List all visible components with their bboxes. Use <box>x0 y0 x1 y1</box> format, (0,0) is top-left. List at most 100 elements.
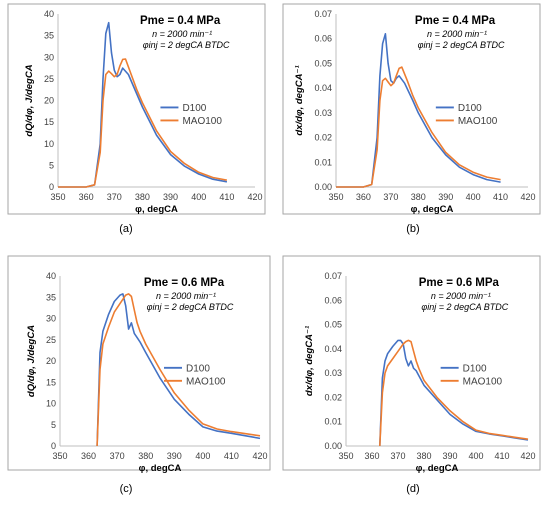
annotation-pme: Pme = 0.4 MPa <box>415 15 496 27</box>
y-tick-label: 0.06 <box>314 34 332 44</box>
annotation-pme: Pme = 0.6 MPa <box>419 277 500 289</box>
series-line-mao100 <box>96 293 261 447</box>
x-tick-label: 420 <box>252 451 267 461</box>
series-line-mao100 <box>379 339 529 447</box>
x-tick-label: 380 <box>411 192 426 202</box>
y-tick-label: 20 <box>44 96 54 106</box>
x-tick-label: 400 <box>191 192 206 202</box>
y-tick-label: 10 <box>44 139 54 149</box>
x-tick-label: 390 <box>163 192 178 202</box>
x-tick-label: 410 <box>494 451 509 461</box>
x-tick-label: 380 <box>135 192 150 202</box>
x-tick-label: 400 <box>468 451 483 461</box>
panel-label: (d) <box>406 483 419 495</box>
y-tick-label: 0.05 <box>324 320 342 330</box>
x-tick-label: 400 <box>195 451 210 461</box>
y-tick-label: 5 <box>51 420 56 430</box>
x-tick-label: 390 <box>442 451 457 461</box>
legend-entry: D100 <box>182 103 206 114</box>
chart-frame <box>7 255 271 471</box>
x-tick-label: 380 <box>138 451 153 461</box>
y-tick-label: 20 <box>46 356 56 366</box>
y-tick-label: 0.01 <box>314 157 332 167</box>
y-tick-label: 0 <box>51 441 56 451</box>
y-tick-label: 0.07 <box>324 271 342 281</box>
x-tick-label: 420 <box>520 192 535 202</box>
x-tick-label: 410 <box>219 192 234 202</box>
y-tick-label: 0.05 <box>314 58 332 68</box>
series-line-mao100 <box>336 66 501 188</box>
x-tick-label: 350 <box>328 192 343 202</box>
y-axis-label: dx/dφ, degCA⁻¹ <box>294 65 305 136</box>
x-tick-label: 390 <box>167 451 182 461</box>
y-axis-label: dQ/dφ, J/degCA <box>26 325 37 397</box>
y-tick-label: 35 <box>46 292 56 302</box>
y-tick-label: 0.03 <box>314 108 332 118</box>
x-axis-label: φ, degCA <box>135 204 178 215</box>
y-tick-label: 0.00 <box>324 441 342 451</box>
y-tick-label: 0.02 <box>314 133 332 143</box>
annotation-speed: n = 2000 min⁻¹ <box>156 291 216 301</box>
y-tick-label: 0.00 <box>314 182 332 192</box>
annotation-pme: Pme = 0.4 MPa <box>140 15 221 27</box>
x-tick-label: 370 <box>107 192 122 202</box>
y-tick-label: 0.06 <box>324 295 342 305</box>
chart-panel-a: 350 360 370 380 390 400 410 420 0 5 10 15 20 25 30 35 40… <box>7 3 266 215</box>
series-line-d100 <box>96 293 261 447</box>
x-tick-label: 420 <box>520 451 535 461</box>
y-axis-label: dQ/dφ, J/degCA <box>24 64 35 136</box>
y-tick-label: 30 <box>44 52 54 62</box>
annotation-injection: φinj = 2 degCA BTDC <box>143 40 230 50</box>
panel-label: (a) <box>119 223 132 235</box>
annotation-injection: φinj = 2 degCA BTDC <box>421 302 508 312</box>
legend-entry: D100 <box>186 363 210 374</box>
x-tick-label: 410 <box>224 451 239 461</box>
legend-entry: D100 <box>463 363 487 374</box>
x-tick-label: 370 <box>383 192 398 202</box>
annotation-speed: n = 2000 min⁻¹ <box>152 29 212 39</box>
legend-entry: MAO100 <box>182 116 222 127</box>
y-tick-label: 0.07 <box>314 9 332 19</box>
x-tick-label: 360 <box>79 192 94 202</box>
y-tick-label: 30 <box>46 314 56 324</box>
panel-label: (c) <box>120 483 133 495</box>
x-axis-label: φ, degCA <box>416 463 459 474</box>
y-tick-label: 25 <box>44 74 54 84</box>
y-tick-label: 0.01 <box>324 417 342 427</box>
y-tick-label: 0.04 <box>324 344 342 354</box>
x-axis-label: φ, degCA <box>139 463 182 474</box>
x-tick-label: 390 <box>438 192 453 202</box>
y-tick-label: 0.04 <box>314 83 332 93</box>
y-tick-label: 15 <box>46 377 56 387</box>
x-tick-label: 360 <box>356 192 371 202</box>
y-tick-label: 35 <box>44 31 54 41</box>
x-tick-label: 350 <box>50 192 65 202</box>
series-line-d100 <box>336 33 501 188</box>
x-axis-label: φ, degCA <box>411 204 454 215</box>
annotation-pme: Pme = 0.6 MPa <box>144 277 225 289</box>
y-tick-label: 0 <box>49 182 54 192</box>
y-tick-label: 40 <box>44 9 54 19</box>
chart-panel-c: 350 360 370 380 390 400 410 420 0 5 10 15 20 25 30 35 40… <box>7 255 271 474</box>
annotation-injection: φinj = 2 degCA BTDC <box>147 302 234 312</box>
y-tick-label: 25 <box>46 335 56 345</box>
x-tick-label: 400 <box>466 192 481 202</box>
annotation-speed: n = 2000 min⁻¹ <box>431 291 491 301</box>
x-tick-label: 360 <box>81 451 96 461</box>
series-line-mao100 <box>58 58 228 188</box>
x-tick-label: 360 <box>364 451 379 461</box>
chart-panel-d: 350 360 370 380 390 400 410 420 0.00 0.01 0.02 0.03… <box>282 255 541 474</box>
x-tick-label: 350 <box>338 451 353 461</box>
x-tick-label: 350 <box>52 451 67 461</box>
y-tick-label: 40 <box>46 271 56 281</box>
x-tick-label: 380 <box>416 451 431 461</box>
y-tick-label: 10 <box>46 399 56 409</box>
x-tick-label: 420 <box>247 192 262 202</box>
x-tick-label: 370 <box>390 451 405 461</box>
legend-entry: MAO100 <box>186 376 226 387</box>
y-tick-label: 5 <box>49 160 54 170</box>
legend-entry: D100 <box>458 103 482 114</box>
series-line-d100 <box>379 339 529 447</box>
x-tick-label: 370 <box>110 451 125 461</box>
